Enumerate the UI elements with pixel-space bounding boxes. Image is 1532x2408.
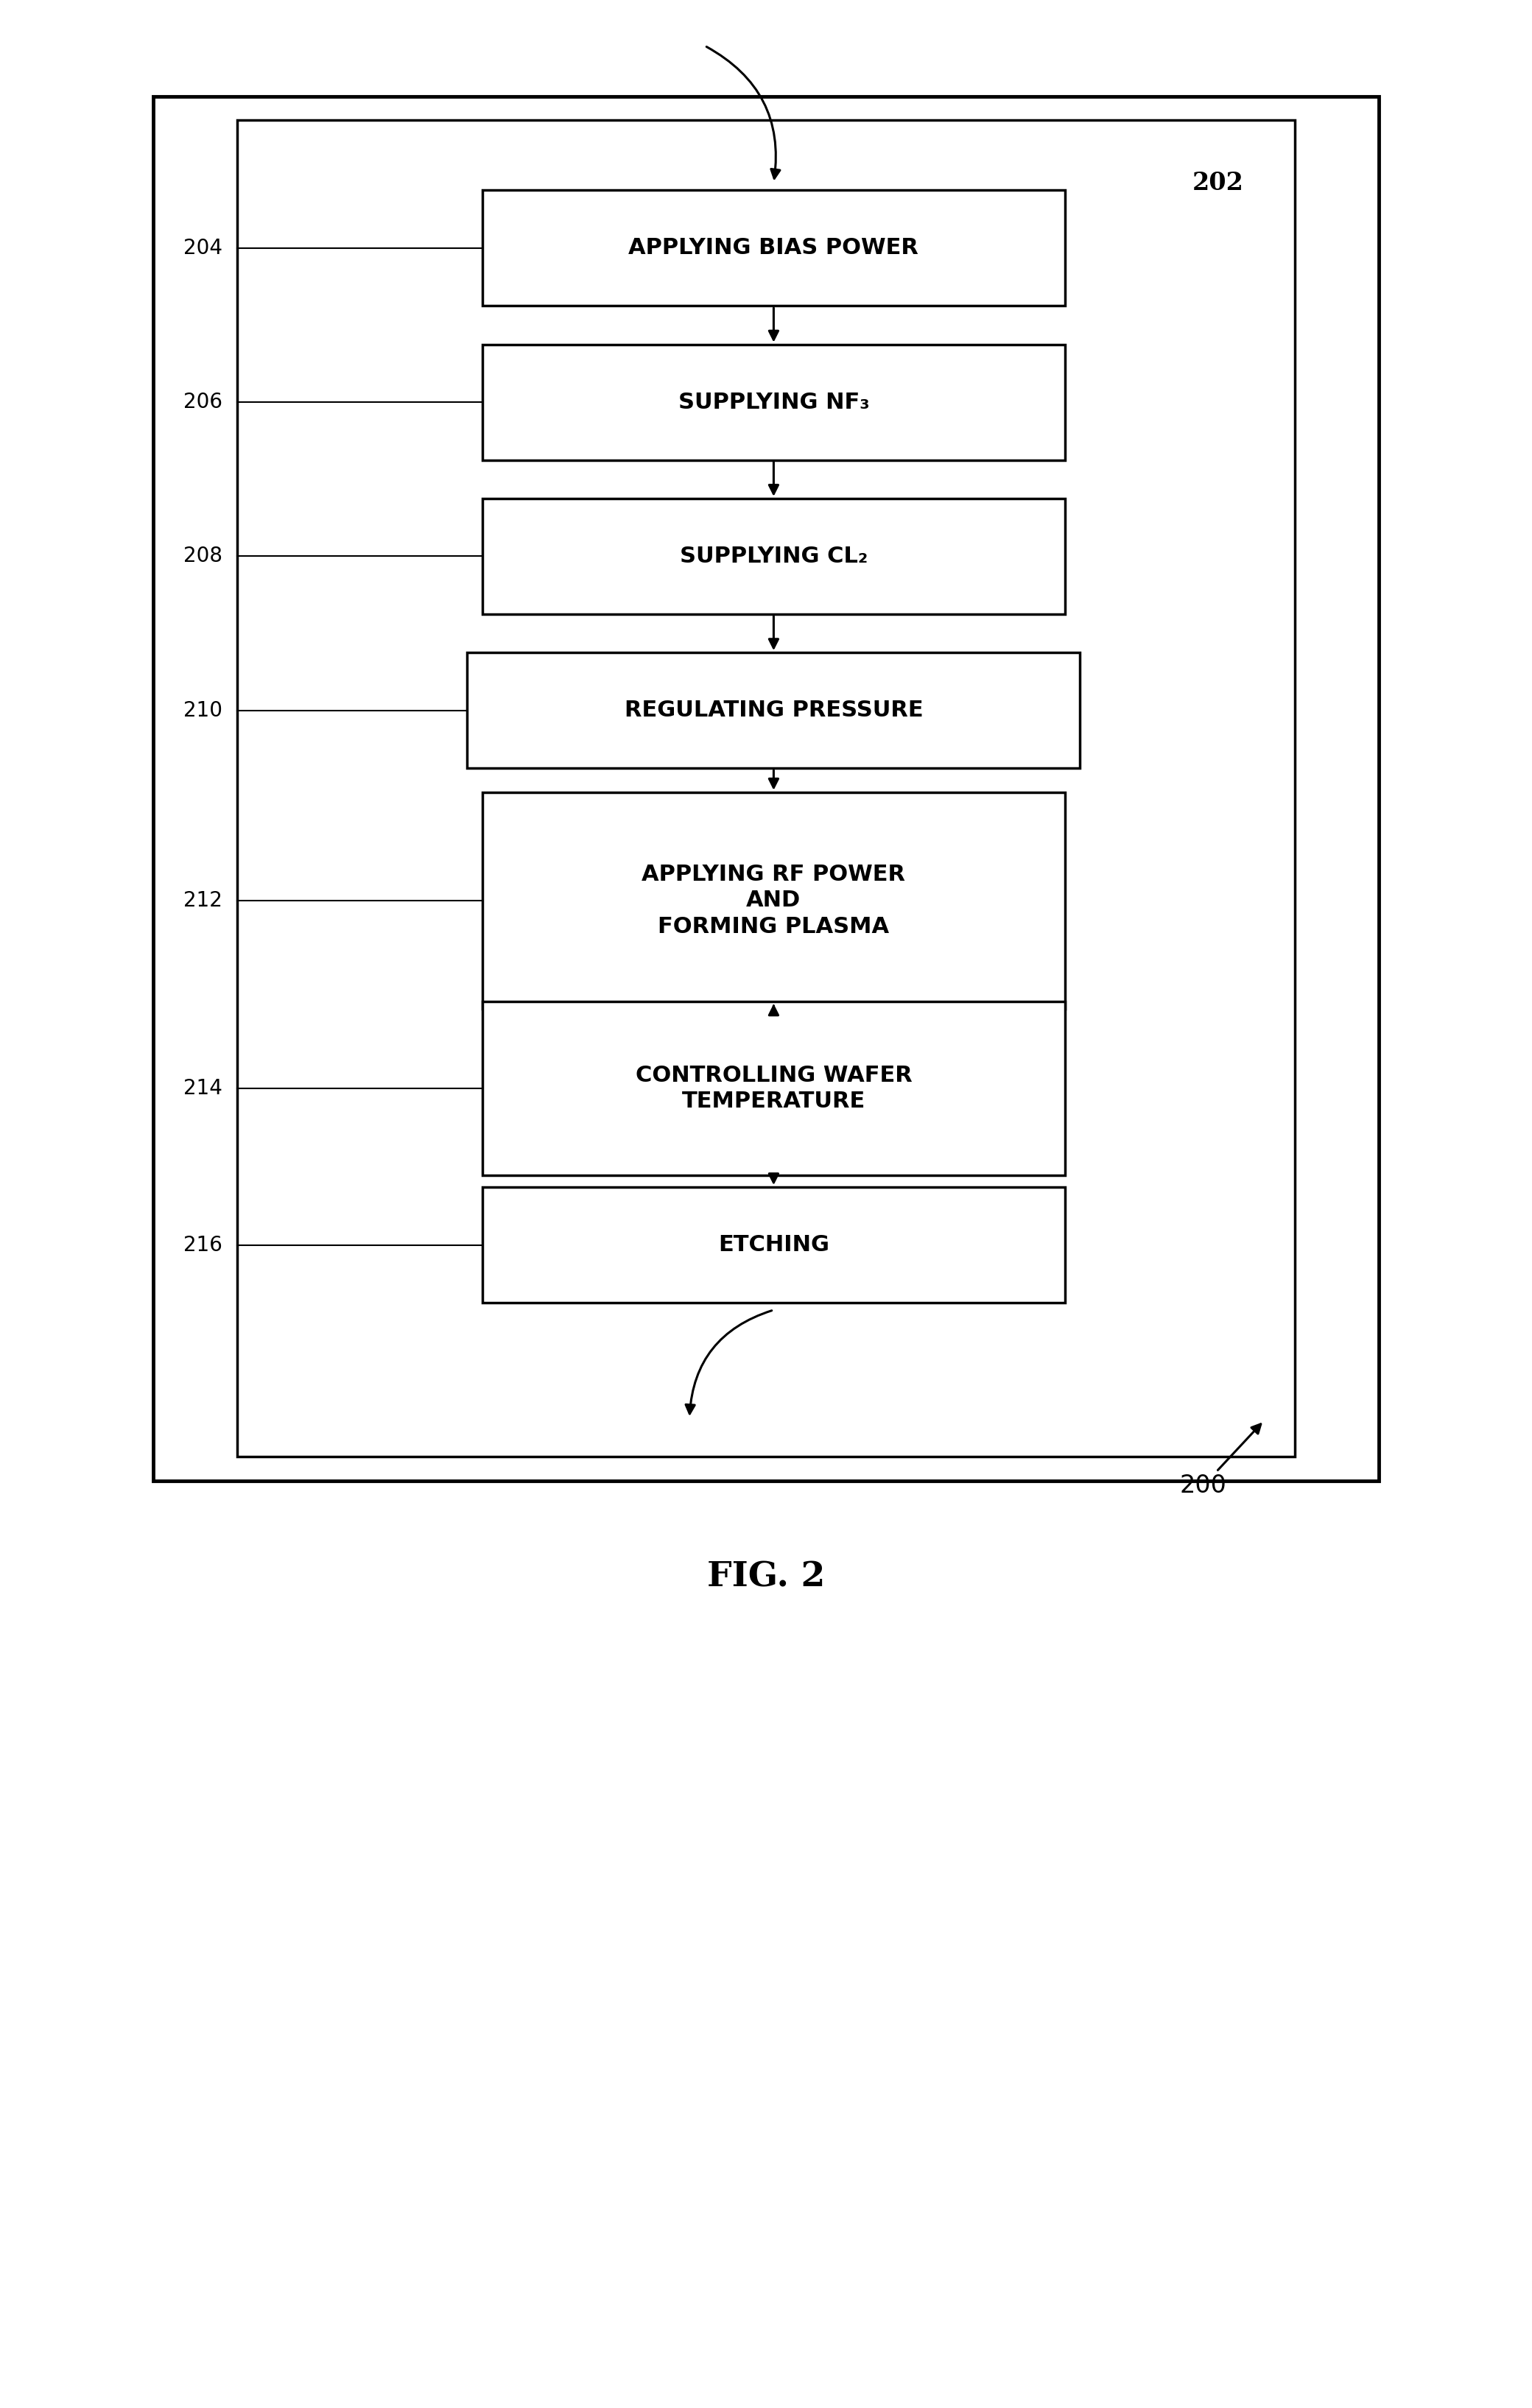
Text: CONTROLLING WAFER
TEMPERATURE: CONTROLLING WAFER TEMPERATURE [636, 1064, 912, 1112]
Bar [237, 120, 1295, 1457]
Text: 202: 202 [1192, 171, 1244, 195]
Text: 214: 214 [184, 1079, 222, 1098]
Text: APPLYING RF POWER
AND
FORMING PLASMA: APPLYING RF POWER AND FORMING PLASMA [642, 864, 905, 937]
Text: REGULATING PRESSURE: REGULATING PRESSURE [624, 701, 924, 720]
Text: 200: 200 [1180, 1423, 1261, 1498]
Text: 216: 216 [184, 1235, 222, 1255]
Text: 204: 204 [184, 238, 222, 258]
Text: SUPPLYING NF₃: SUPPLYING NF₃ [679, 393, 869, 412]
Bar [483, 1002, 1065, 1175]
Bar [483, 792, 1065, 1009]
Text: APPLYING BIAS POWER: APPLYING BIAS POWER [628, 238, 919, 258]
Bar [483, 1187, 1065, 1303]
Text: 210: 210 [184, 701, 222, 720]
Bar [153, 96, 1379, 1481]
Bar [467, 653, 1080, 768]
Bar [483, 190, 1065, 306]
Text: FIG. 2: FIG. 2 [706, 1560, 826, 1594]
Text: SUPPLYING CL₂: SUPPLYING CL₂ [680, 547, 867, 566]
Bar [483, 498, 1065, 614]
Text: 206: 206 [184, 393, 222, 412]
Bar [483, 344, 1065, 460]
Text: 208: 208 [184, 547, 222, 566]
Text: 212: 212 [184, 891, 222, 910]
Text: ETCHING: ETCHING [719, 1235, 829, 1255]
